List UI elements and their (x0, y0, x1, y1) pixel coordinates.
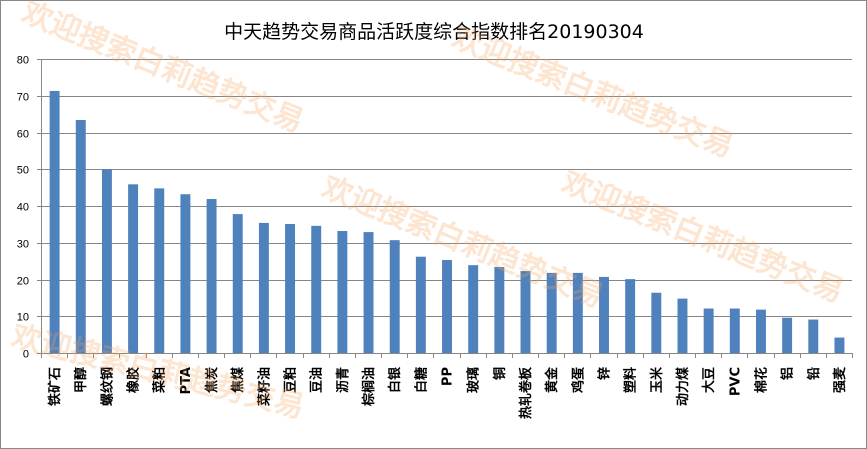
bar (154, 188, 165, 353)
bar (337, 230, 348, 353)
bar (285, 224, 296, 353)
bar (808, 319, 819, 353)
x-tick-label: 白糖 (413, 367, 429, 393)
y-tick-label: 0 (23, 349, 29, 361)
x-tick-label: 焦炭 (204, 367, 220, 394)
bar (232, 214, 243, 353)
y-tick-label: 20 (17, 276, 29, 288)
bar (834, 337, 845, 353)
y-tick-label: 80 (17, 55, 29, 67)
x-tick-label: 铝 (780, 367, 796, 380)
x-tick-label: 豆粕 (283, 367, 299, 393)
x-tick-label: PP (441, 367, 456, 386)
bar (651, 292, 662, 353)
bar (572, 272, 583, 353)
x-tick-label: 铅 (806, 367, 822, 380)
bar (729, 308, 740, 353)
x-tick-label: 铁矿石 (47, 367, 63, 407)
x-tick-label: 棕榈油 (361, 367, 377, 407)
x-tick-label: 豆油 (309, 367, 325, 393)
x-tick-label: 白银 (387, 366, 403, 393)
x-tick-label: 玉米 (649, 366, 665, 393)
x-tick-label: 动力煤 (675, 367, 691, 406)
x-tick-label: 玻璃 (466, 367, 482, 393)
bar (520, 271, 531, 353)
bar (546, 272, 557, 353)
bar (415, 256, 426, 353)
y-axis-ticks: 0 10 20 30 40 50 60 70 80 (17, 55, 29, 361)
y-tick-label: 70 (17, 92, 29, 104)
x-tick-label: 锌 (596, 367, 612, 380)
bar (677, 298, 688, 353)
bar (442, 260, 452, 353)
x-tick-label: 橡胶 (126, 367, 142, 393)
bar (101, 169, 112, 353)
x-tick-label: 鸡蛋 (570, 367, 586, 394)
x-tick-label: 铜 (492, 367, 508, 381)
x-tick-label: PTA (179, 367, 194, 394)
chart-title: 中天趋势交易商品活跃度综合指数排名20190304 (224, 21, 644, 43)
bar (258, 222, 269, 353)
y-tick-label: 10 (17, 312, 29, 324)
x-tick-label: 甲醇 (73, 367, 89, 393)
gridlines (37, 59, 853, 358)
bar (363, 232, 374, 353)
x-tick-label: 菜籽油 (256, 367, 272, 407)
bar (494, 267, 505, 353)
bar (75, 120, 86, 353)
x-tick-label: 热轧卷板 (518, 366, 534, 419)
bar (206, 199, 217, 353)
bar (49, 90, 60, 353)
x-tick-label: 强麦 (832, 366, 848, 393)
y-tick-label: 60 (17, 129, 29, 141)
x-tick-label: 大豆 (701, 367, 717, 393)
x-tick-label: PVC (728, 367, 743, 396)
bar (703, 308, 714, 353)
bar (180, 194, 191, 353)
bar (128, 184, 139, 353)
bar (782, 317, 793, 353)
x-tick-label: 黄金 (544, 366, 560, 393)
x-tick-label: 焦煤 (230, 367, 246, 394)
bar (599, 276, 609, 353)
x-tick-label: 螺纹钢 (99, 367, 115, 406)
bar (311, 225, 322, 353)
x-tick-label: 菜粕 (152, 367, 168, 394)
bar (468, 265, 479, 353)
bar (625, 279, 636, 353)
x-axis-ticks: 铁矿石 甲醇 螺纹钢 橡胶 菜粕 PTA 焦炭 焦煤 菜籽油 豆粕 豆油 沥青 棕榈油 白银 白糖 PP 玻璃铜… (47, 366, 848, 419)
y-tick-label: 50 (17, 165, 29, 177)
bar (389, 240, 400, 353)
y-tick-label: 40 (17, 202, 29, 214)
bar (755, 309, 766, 353)
bars (49, 90, 845, 353)
y-tick-label: 30 (17, 239, 29, 251)
x-tick-label: 塑料 (623, 367, 639, 393)
x-tick-label: 棉花 (753, 367, 769, 393)
x-tick-label: 沥青 (335, 367, 351, 393)
